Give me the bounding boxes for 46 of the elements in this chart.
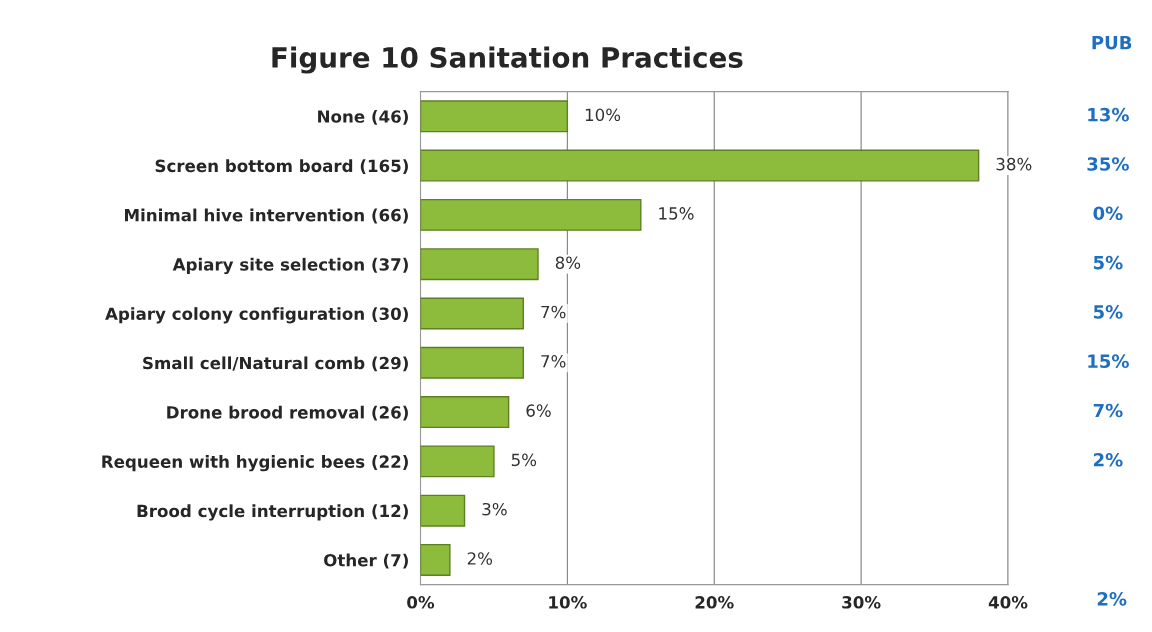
- y-tick-label: Drone brood removal (26): [167, 405, 408, 421]
- data-label: 10%: [585, 108, 621, 122]
- text: 5%: [1093, 305, 1123, 319]
- data-label: 2%: [467, 552, 493, 565]
- data-label: 38%: [996, 157, 1032, 171]
- y-tick-label: Screen bottom board (165): [155, 159, 408, 175]
- y-tick-label: Apiary colony configuration (30): [105, 307, 408, 324]
- y-tick-label: Apiary site selection (37): [172, 257, 408, 275]
- y-tick-label: Requeen with hygienic bees (22): [102, 455, 408, 472]
- text: 5%: [1093, 255, 1123, 270]
- bar: [420, 543, 451, 576]
- data-label: 7%: [541, 355, 566, 368]
- y-tick-label: None (46): [318, 109, 408, 125]
- bar: [420, 445, 495, 478]
- data-label: 8%: [555, 256, 581, 270]
- text: 35%: [1087, 157, 1129, 171]
- y-tick-label: Brood cycle interruption (12): [137, 504, 408, 521]
- y-tick-label: Small cell/Natural comb (29): [143, 356, 408, 372]
- bar: [420, 297, 524, 330]
- text: 2%: [1093, 452, 1123, 467]
- bar: [420, 494, 466, 527]
- chart-title: Figure 10 Sanitation Practices: [272, 46, 743, 74]
- bar: [420, 100, 569, 133]
- text: 7%: [1093, 403, 1123, 418]
- data-label: 7%: [541, 305, 566, 319]
- bar: [420, 346, 524, 379]
- x-tick-label: 20%: [695, 596, 734, 609]
- text: PUB: [1092, 36, 1132, 50]
- y-tick-label: Minimal hive intervention (66): [125, 208, 408, 224]
- x-tick-label: 40%: [988, 596, 1028, 609]
- data-label: 15%: [659, 207, 694, 220]
- bar: [420, 198, 642, 231]
- data-label: 3%: [482, 502, 507, 516]
- data-label: 5%: [511, 453, 537, 467]
- data-label: 6%: [526, 404, 551, 417]
- bar: [420, 149, 980, 182]
- bar: [420, 248, 539, 281]
- text: 15%: [1088, 354, 1129, 369]
- text: 0%: [1093, 206, 1123, 221]
- x-tick-label: 10%: [549, 596, 587, 609]
- text: 2%: [1097, 591, 1127, 606]
- x-tick-label: 30%: [842, 596, 881, 609]
- x-tick-label: 0%: [407, 596, 435, 609]
- y-tick-label: Other (7): [324, 553, 408, 569]
- bar: [420, 396, 510, 429]
- text: 13%: [1088, 107, 1129, 122]
